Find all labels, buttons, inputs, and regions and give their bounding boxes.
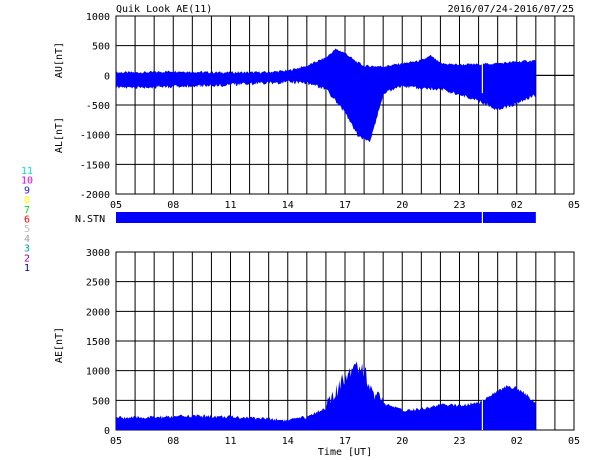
- xtick-label: 08: [167, 436, 179, 447]
- station-legend-item: 8: [24, 195, 30, 206]
- xtick-label: 08: [167, 200, 179, 211]
- xtick-label: 05: [568, 200, 580, 211]
- xtick-label: 14: [282, 436, 294, 447]
- xtick-label: 14: [282, 200, 294, 211]
- station-count-bar: [116, 212, 536, 223]
- date-range: 2016/07/24-2016/07/25: [448, 4, 574, 15]
- station-legend-item: 4: [24, 234, 30, 245]
- au-al-area: [116, 48, 536, 143]
- station-legend-item: 1: [24, 263, 30, 274]
- ytick-label: 0: [104, 71, 110, 82]
- ytick-label: -500: [86, 101, 110, 112]
- au-al-panel: 1000 500 0 -500 -1000 -1500 -2000 05 08 11 14 17 20…: [54, 12, 580, 211]
- ytick-label: 2000: [86, 307, 110, 318]
- xtick-label: 11: [224, 436, 236, 447]
- station-count-label: N.STN: [75, 214, 105, 225]
- station-legend-item: 7: [24, 205, 30, 216]
- xtick-label: 11: [224, 200, 236, 211]
- ae-xtick-labels: 05 08 11 14 17 20 23 02 05: [110, 436, 580, 447]
- ytick-label: -1000: [80, 131, 110, 142]
- ytick-label: -2000: [80, 190, 110, 201]
- station-legend-item: 11: [21, 166, 33, 177]
- au-al-ytick-labels: 1000 500 0 -500 -1000 -1500 -2000: [80, 12, 110, 201]
- xtick-label: 05: [110, 200, 122, 211]
- ae-ytick-labels: 3000 2500 2000 1500 1000 500 0: [86, 248, 110, 437]
- au-axis-label: AU[nT]: [54, 42, 65, 78]
- ytick-label: 1000: [86, 12, 110, 23]
- chart-title: Quik Look AE(11): [116, 4, 212, 15]
- ytick-label: -1500: [80, 160, 110, 171]
- xtick-label: 05: [568, 436, 580, 447]
- station-legend-item: 9: [24, 185, 30, 196]
- ytick-label: 500: [92, 396, 110, 407]
- ae-area: [116, 361, 536, 430]
- station-legend-item: 5: [24, 224, 30, 235]
- ytick-label: 1000: [86, 367, 110, 378]
- time-axis-label: Time [UT]: [318, 447, 372, 458]
- xtick-label: 23: [453, 200, 465, 211]
- ytick-label: 1500: [86, 337, 110, 348]
- ytick-label: 500: [92, 42, 110, 53]
- xtick-label: 02: [511, 436, 523, 447]
- ae-grid: [116, 252, 574, 430]
- au-al-xtick-labels: 05 08 11 14 17 20 23 02 05: [110, 200, 580, 211]
- xtick-label: 05: [110, 436, 122, 447]
- ytick-label: 0: [104, 426, 110, 437]
- station-legend-item: 2: [24, 253, 30, 264]
- ytick-label: 2500: [86, 278, 110, 289]
- ytick-label: 3000: [86, 248, 110, 259]
- xtick-label: 20: [396, 200, 408, 211]
- xtick-label: 17: [339, 200, 351, 211]
- xtick-label: 23: [453, 436, 465, 447]
- al-axis-label: AL[nT]: [54, 117, 65, 153]
- xtick-label: 20: [396, 436, 408, 447]
- station-legend-item: 6: [24, 215, 30, 226]
- station-legend-item: 3: [24, 244, 30, 255]
- station-legend-item: 10: [21, 176, 33, 187]
- xtick-label: 02: [511, 200, 523, 211]
- station-count-panel: N.STN: [75, 212, 536, 225]
- xtick-label: 17: [339, 436, 351, 447]
- ae-axis-label: AE[nT]: [54, 327, 65, 363]
